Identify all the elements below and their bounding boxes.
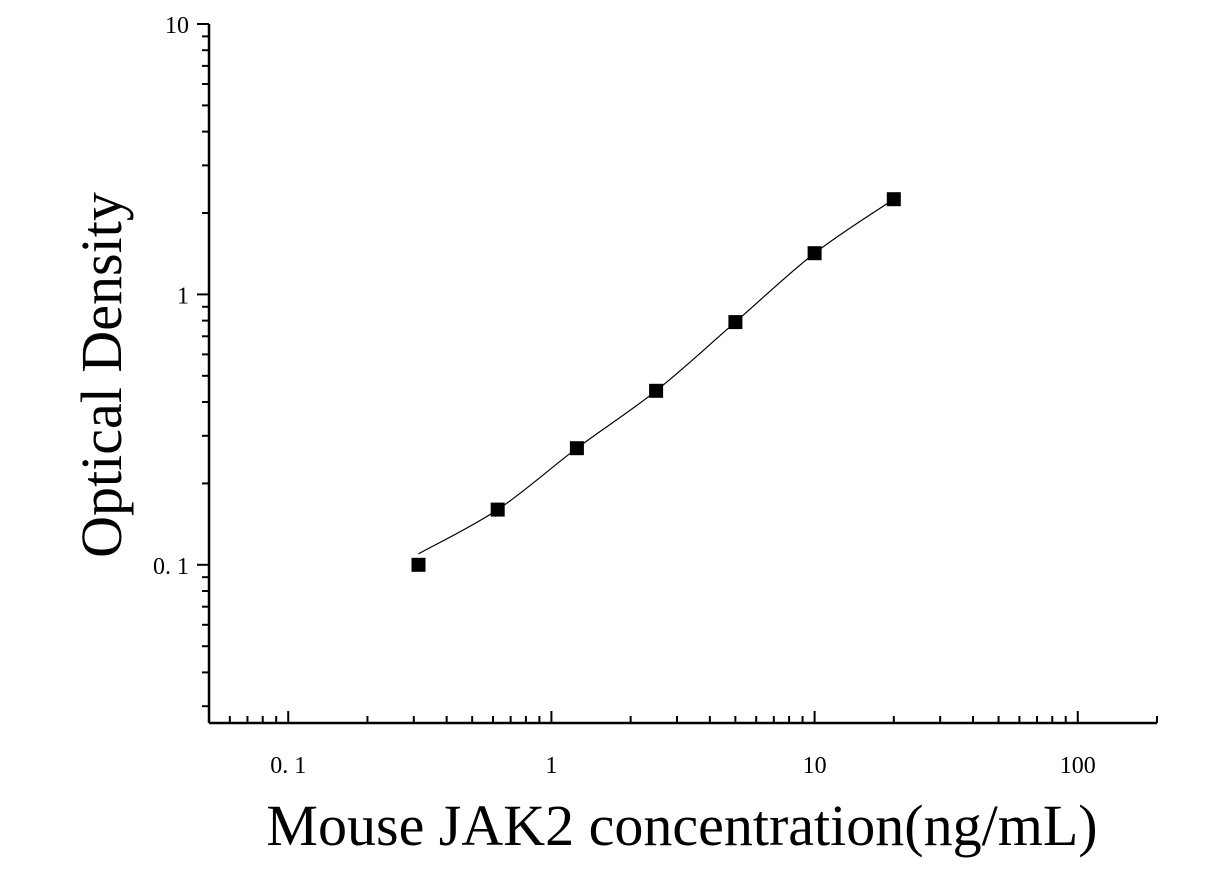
x-tick-label: 10 [803,753,827,779]
data-point [411,557,426,572]
y-tick-label: 1 [177,283,189,309]
data-point [886,192,901,207]
x-tick-label: 0. 1 [270,753,306,779]
data-point [807,246,822,261]
y-axis-ticks [197,23,209,708]
x-axis-tick-labels: 0. 1 1 10 100 [270,753,1096,779]
data-point [569,441,584,456]
y-tick-label: 10 [165,13,189,39]
axes [207,24,1157,725]
data-point [490,502,505,517]
x-tick-label: 1 [545,753,557,779]
y-axis-title: Optical Density [69,192,134,558]
data-points [411,192,901,572]
x-axis-ticks [208,711,1158,723]
data-point [728,315,743,330]
data-point [649,383,664,398]
y-tick-label: 0. 1 [153,554,189,580]
x-axis-title: Mouse JAK2 concentration(ng/mL) [266,793,1097,858]
fit-curve [418,198,895,555]
x-tick-label: 100 [1060,753,1096,779]
y-axis-tick-labels: 0. 1 1 10 [153,13,189,580]
